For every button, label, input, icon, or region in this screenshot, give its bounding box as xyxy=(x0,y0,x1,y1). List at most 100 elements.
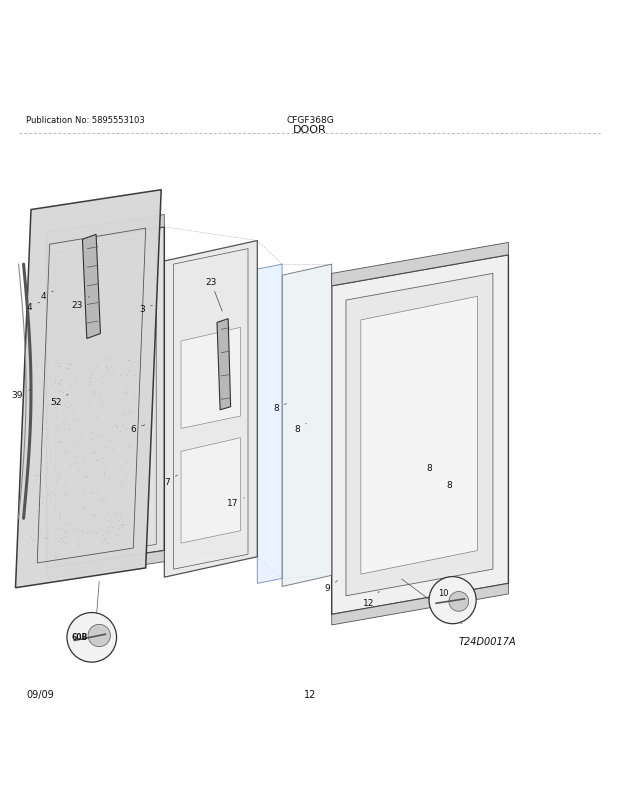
Point xyxy=(86,371,96,383)
Text: 12: 12 xyxy=(304,690,316,699)
Point xyxy=(66,379,76,391)
Point xyxy=(43,399,53,411)
Point xyxy=(58,535,68,548)
Point xyxy=(78,456,88,468)
Point xyxy=(70,478,80,491)
Point xyxy=(40,470,50,483)
Point xyxy=(117,407,127,420)
Point xyxy=(38,422,48,435)
Point xyxy=(60,529,69,542)
Text: 4: 4 xyxy=(27,302,40,311)
Point xyxy=(110,419,120,432)
Point xyxy=(53,521,63,534)
Point xyxy=(89,387,99,399)
Point xyxy=(123,439,133,452)
Point xyxy=(49,504,59,517)
Point xyxy=(91,410,100,423)
Point xyxy=(91,488,101,501)
Point xyxy=(93,516,103,529)
Point xyxy=(95,454,105,467)
Text: 8: 8 xyxy=(446,480,452,490)
Text: 12: 12 xyxy=(363,592,379,607)
Text: DOOR: DOOR xyxy=(293,125,327,135)
Point xyxy=(107,442,117,455)
Point xyxy=(53,420,63,433)
Point xyxy=(99,467,109,480)
Point xyxy=(69,371,79,384)
Point xyxy=(97,370,107,383)
Point xyxy=(89,453,99,466)
Point xyxy=(89,385,99,398)
Point xyxy=(51,396,61,409)
Point xyxy=(99,430,108,443)
Point xyxy=(94,382,104,395)
Point xyxy=(58,403,68,416)
Point xyxy=(88,388,98,401)
Point xyxy=(77,525,87,537)
Point xyxy=(56,436,66,449)
Point xyxy=(117,509,126,522)
Point xyxy=(50,401,60,414)
Point xyxy=(42,533,52,545)
Point xyxy=(46,380,56,393)
Point xyxy=(117,521,127,534)
Point xyxy=(87,369,97,382)
Point xyxy=(128,397,138,410)
Point xyxy=(96,476,106,488)
Point xyxy=(58,418,68,431)
Point xyxy=(125,440,135,453)
Point xyxy=(123,354,133,367)
Point xyxy=(31,469,41,482)
Point xyxy=(89,509,99,522)
Point xyxy=(79,503,89,516)
Point xyxy=(41,480,51,492)
Point xyxy=(113,514,123,527)
Point xyxy=(53,354,63,367)
Circle shape xyxy=(429,577,476,624)
Point xyxy=(73,392,82,405)
Point xyxy=(64,423,74,435)
Point xyxy=(119,411,129,424)
Point xyxy=(57,532,67,545)
Point xyxy=(117,354,126,367)
Point xyxy=(54,469,64,482)
Point xyxy=(82,527,92,540)
Point xyxy=(115,522,125,535)
Point xyxy=(46,518,56,531)
Point xyxy=(61,362,71,375)
Point xyxy=(87,435,97,448)
Point xyxy=(62,357,72,370)
Text: CFGF368G: CFGF368G xyxy=(286,116,334,125)
Point xyxy=(35,444,45,456)
Point xyxy=(104,395,113,407)
Point xyxy=(101,441,111,454)
Point xyxy=(104,415,113,428)
Text: 8: 8 xyxy=(294,424,306,433)
Point xyxy=(92,455,102,468)
Text: 39: 39 xyxy=(12,390,31,399)
Point xyxy=(86,525,95,537)
Point xyxy=(44,399,54,411)
Point xyxy=(55,508,64,520)
Polygon shape xyxy=(181,328,241,429)
Point xyxy=(62,401,72,414)
Point xyxy=(37,413,47,426)
Polygon shape xyxy=(46,215,164,245)
Point xyxy=(118,500,128,512)
Point xyxy=(115,519,125,532)
Point xyxy=(117,370,127,383)
Polygon shape xyxy=(332,584,508,626)
Point xyxy=(122,381,132,394)
Point xyxy=(112,421,122,434)
Point xyxy=(45,371,55,384)
Point xyxy=(63,444,73,457)
Polygon shape xyxy=(16,190,161,588)
Point xyxy=(77,405,87,418)
Point xyxy=(98,495,108,508)
Point xyxy=(33,469,43,482)
Polygon shape xyxy=(181,438,241,544)
Point xyxy=(111,529,121,542)
Point xyxy=(79,361,89,374)
Point xyxy=(110,474,120,487)
Point xyxy=(54,435,64,448)
